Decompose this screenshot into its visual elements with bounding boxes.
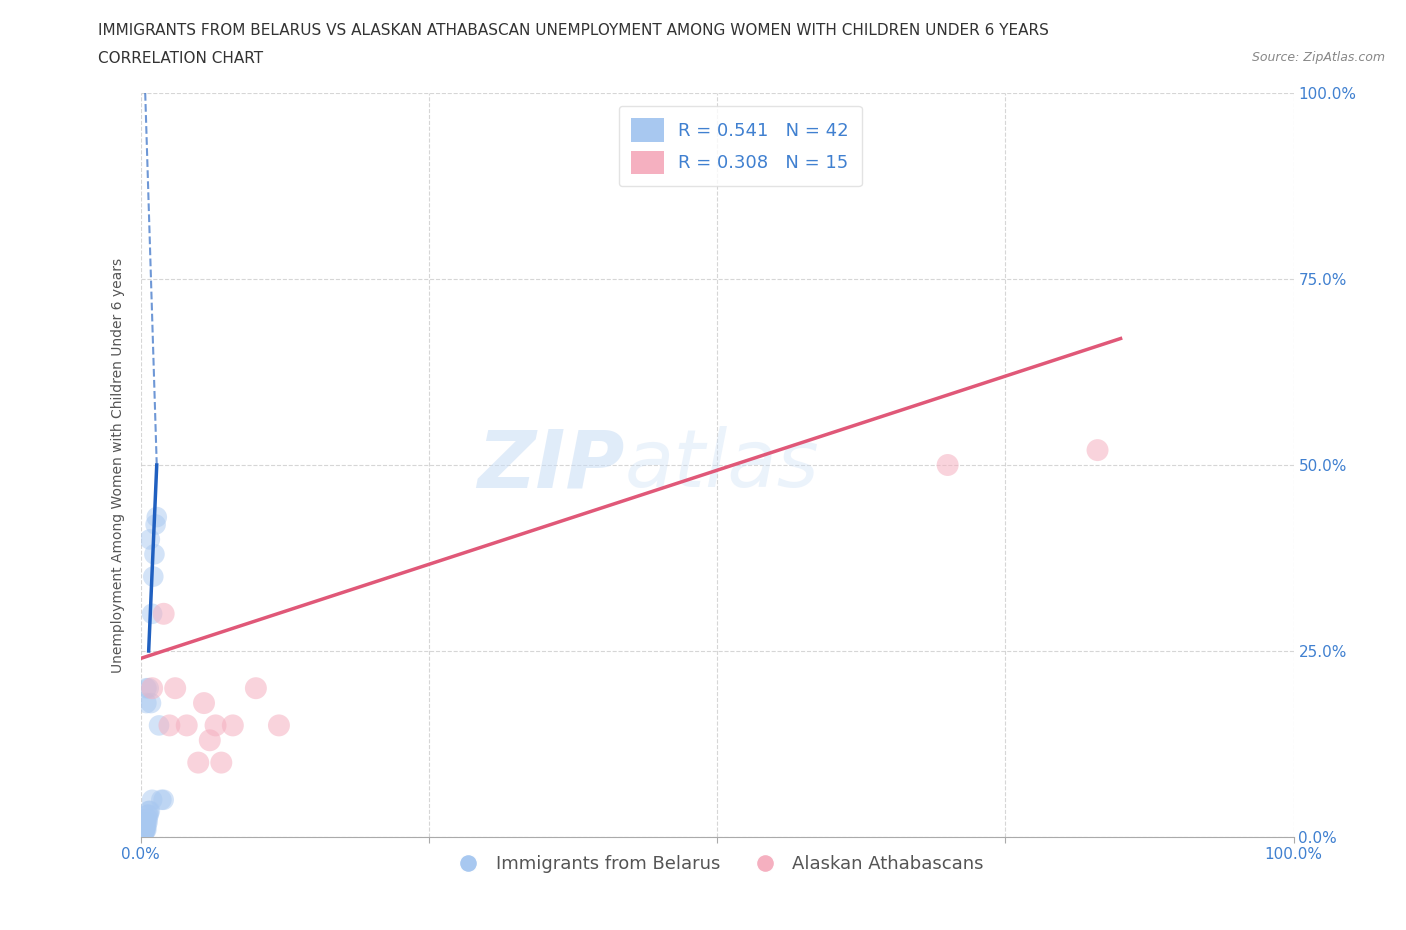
Point — [139, 696, 162, 711]
Point — [132, 822, 155, 837]
Point — [141, 792, 163, 807]
Y-axis label: Unemployment Among Women with Children Under 6 years: Unemployment Among Women with Children U… — [111, 258, 125, 672]
Point — [936, 458, 959, 472]
Point — [135, 815, 157, 830]
Point — [131, 822, 153, 837]
Point — [222, 718, 245, 733]
Point — [165, 681, 187, 696]
Point — [136, 815, 159, 830]
Point — [176, 718, 198, 733]
Point — [135, 681, 157, 696]
Text: Source: ZipAtlas.com: Source: ZipAtlas.com — [1251, 51, 1385, 64]
Point — [198, 733, 221, 748]
Point — [138, 681, 160, 696]
Point — [132, 818, 155, 833]
Point — [139, 532, 162, 547]
Point — [132, 826, 155, 841]
Point — [135, 818, 157, 833]
Point — [209, 755, 232, 770]
Point — [132, 826, 155, 841]
Text: CORRELATION CHART: CORRELATION CHART — [98, 51, 263, 66]
Point — [159, 718, 180, 733]
Point — [138, 804, 160, 818]
Point — [145, 510, 167, 525]
Point — [134, 815, 156, 830]
Point — [148, 718, 170, 733]
Point — [132, 820, 155, 835]
Legend: Immigrants from Belarus, Alaskan Athabascans: Immigrants from Belarus, Alaskan Athabas… — [443, 847, 991, 880]
Point — [136, 807, 159, 822]
Point — [139, 804, 162, 818]
Point — [138, 807, 160, 822]
Point — [142, 569, 165, 584]
Point — [132, 824, 155, 839]
Point — [150, 792, 173, 807]
Point — [135, 696, 157, 711]
Point — [135, 822, 157, 837]
Point — [136, 811, 159, 826]
Point — [132, 822, 155, 837]
Point — [245, 681, 267, 696]
Point — [187, 755, 209, 770]
Text: atlas: atlas — [624, 426, 820, 504]
Point — [193, 696, 215, 711]
Point — [141, 681, 163, 696]
Point — [152, 606, 174, 621]
Point — [141, 606, 163, 621]
Point — [204, 718, 226, 733]
Point — [132, 815, 155, 830]
Point — [152, 792, 174, 807]
Point — [134, 818, 156, 833]
Point — [134, 820, 156, 835]
Point — [267, 718, 290, 733]
Point — [134, 822, 156, 837]
Text: ZIP: ZIP — [478, 426, 624, 504]
Point — [131, 824, 153, 839]
Point — [132, 818, 155, 833]
Point — [1087, 443, 1109, 458]
Point — [132, 820, 155, 835]
Point — [131, 826, 153, 841]
Point — [132, 824, 155, 839]
Point — [145, 517, 167, 532]
Text: IMMIGRANTS FROM BELARUS VS ALASKAN ATHABASCAN UNEMPLOYMENT AMONG WOMEN WITH CHIL: IMMIGRANTS FROM BELARUS VS ALASKAN ATHAB… — [98, 23, 1049, 38]
Point — [143, 547, 166, 562]
Point — [134, 824, 156, 839]
